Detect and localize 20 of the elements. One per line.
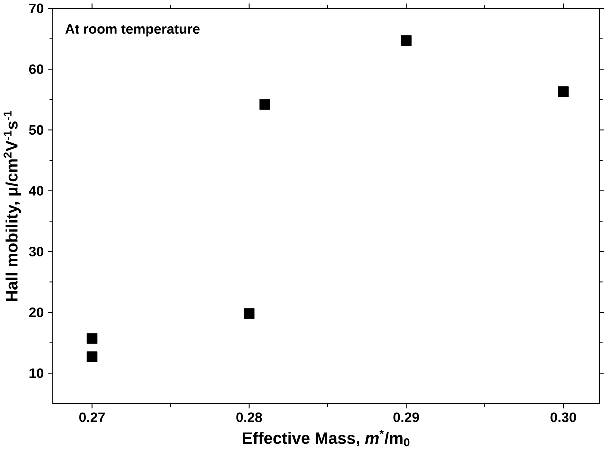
x-tick-label: 0.29 xyxy=(394,412,420,422)
point xyxy=(260,99,270,110)
x-axis-title: Effective Mass, m$^{*}$/m$_{0}$ xyxy=(243,430,410,446)
x-tick-label: 0.28 xyxy=(236,412,262,422)
point xyxy=(401,35,412,46)
x-tick-label: 0.27 xyxy=(80,412,105,422)
point xyxy=(558,86,569,98)
y-tick-label: 50 xyxy=(29,125,44,135)
y-tick-label: 30 xyxy=(29,246,44,256)
point xyxy=(86,351,98,362)
x-tick-label: 0.30 xyxy=(550,412,576,422)
point xyxy=(86,333,98,344)
y-tick-label: 10 xyxy=(30,368,44,378)
y-tick-label: 40 xyxy=(29,186,44,196)
y-tick-label: 20 xyxy=(29,308,44,318)
y-axis-title: Hall mobility, μ/cm$^{2}$V$^{-1}$s$^{-1}$ xyxy=(4,110,22,301)
y-tick-label: 60 xyxy=(29,64,44,74)
annotation: At room temperature xyxy=(66,24,200,37)
point xyxy=(244,308,255,320)
y-tick-label: 70 xyxy=(30,4,44,14)
